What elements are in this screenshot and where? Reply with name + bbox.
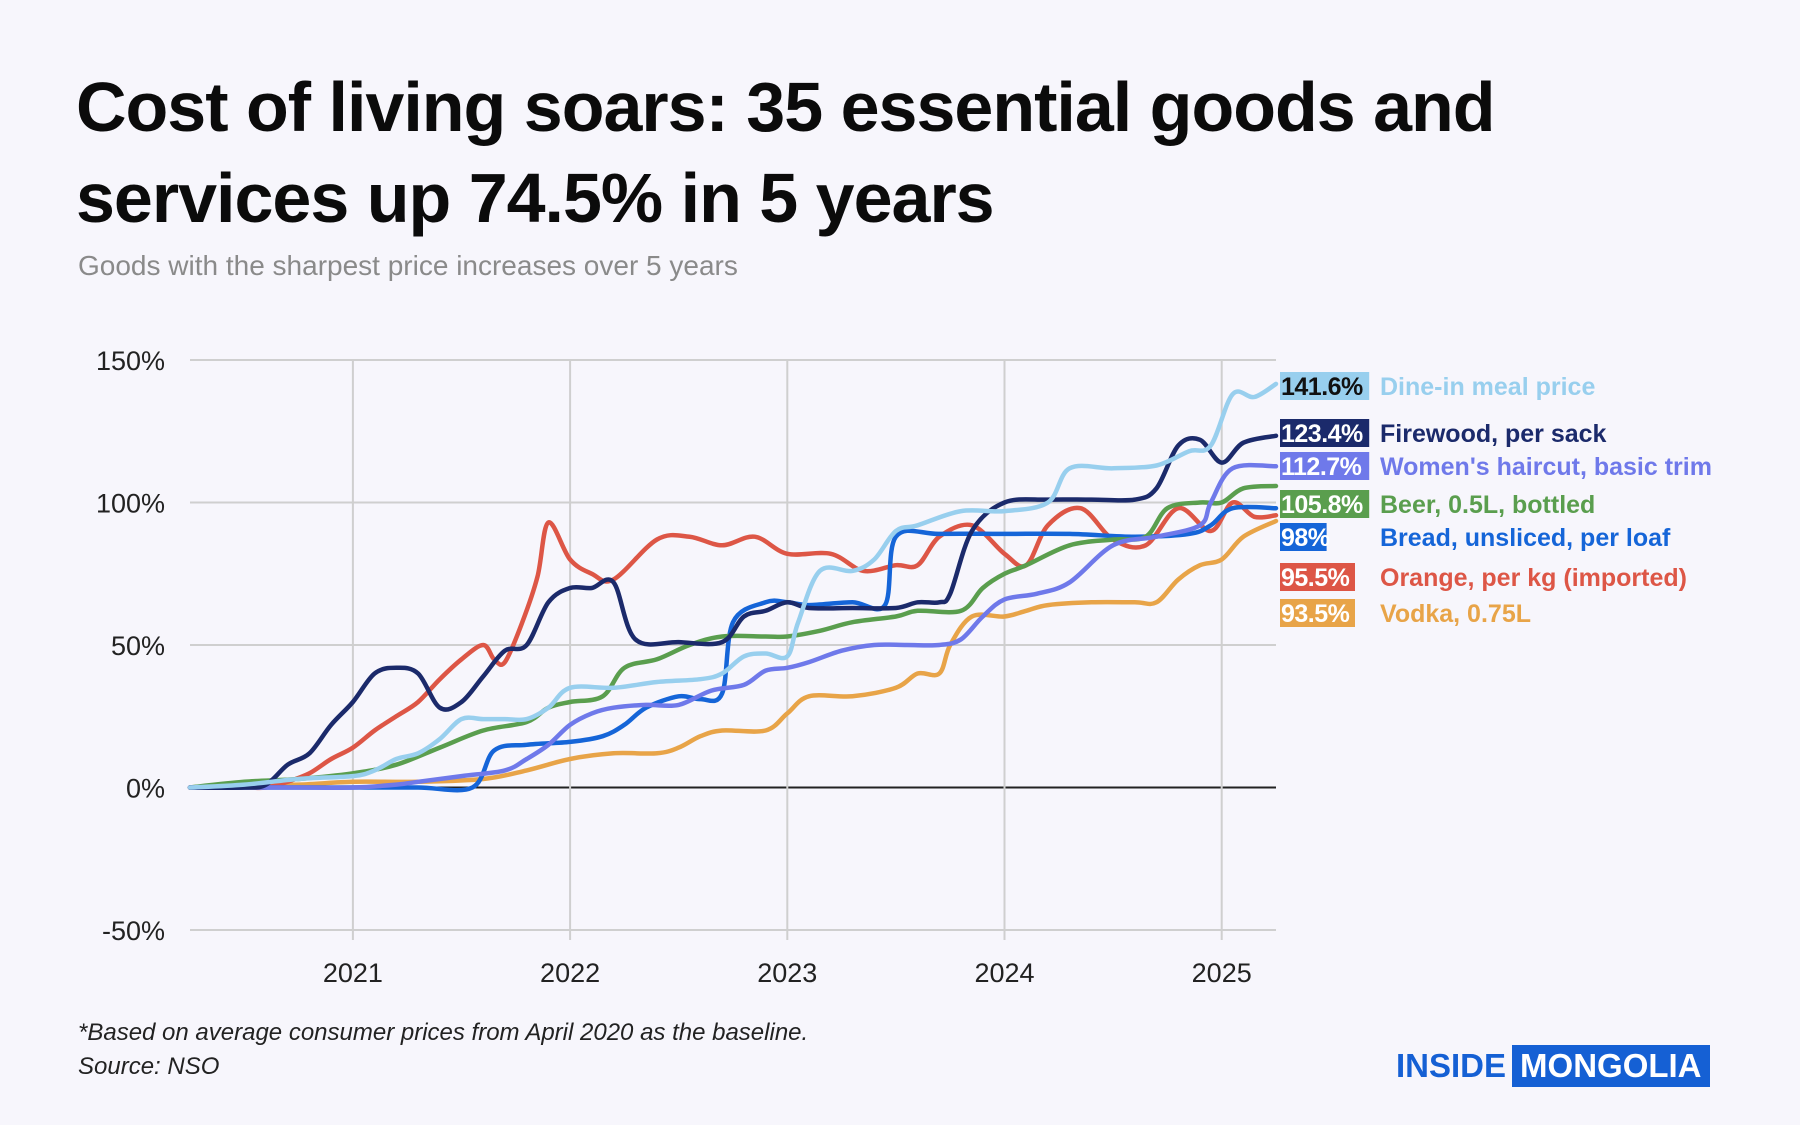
value-badge-women-s-haircut-basic-trim	[1280, 452, 1370, 480]
series-line-bread-unsliced-per-loaf	[187, 504, 1279, 793]
series-line-women-s-haircut-basic-trim	[187, 462, 1279, 790]
y-tick-label: 0%	[126, 774, 165, 804]
series-name-vodka-0-75l: Vodka, 0.75L	[1380, 600, 1531, 628]
series-line-firewood-per-sack	[187, 433, 1279, 790]
x-tick-label: 2022	[540, 958, 600, 988]
series-name-women-s-haircut-basic-trim: Women's haircut, basic trim	[1380, 453, 1712, 481]
baseline-note: *Based on average consumer prices from A…	[78, 1019, 809, 1046]
value-badge-vodka-0-75l	[1280, 599, 1355, 627]
y-tick-label: 150%	[96, 346, 165, 376]
logo-inside: INSIDE	[1396, 1047, 1507, 1084]
value-label-dine-in-meal-price: 141.6%	[1281, 373, 1363, 401]
series-line-vodka-0-75l	[187, 518, 1279, 790]
value-label-beer-0-5l-bottled: 105.8%	[1281, 491, 1363, 519]
series-line-orange-per-kg-imported	[187, 500, 1279, 791]
series-name-beer-0-5l-bottled: Beer, 0.5L, bottled	[1380, 491, 1595, 519]
value-badge-beer-0-5l-bottled	[1280, 490, 1370, 518]
y-tick-label: -50%	[102, 916, 165, 946]
value-badge-firewood-per-sack	[1280, 419, 1370, 447]
source-note: Source: NSO	[78, 1053, 220, 1080]
footnote: *Based on average consumer prices from A…	[78, 1016, 808, 1084]
y-tick-label: 50%	[111, 631, 165, 661]
value-label-women-s-haircut-basic-trim: 112.7%	[1281, 453, 1362, 481]
value-label-vodka-0-75l: 93.5%	[1281, 600, 1350, 628]
value-badge-bread-unsliced-per-loaf	[1280, 523, 1327, 551]
x-tick-label: 2024	[974, 958, 1034, 988]
x-tick-label: 2021	[323, 958, 383, 988]
value-label-orange-per-kg-imported: 95.5%	[1281, 564, 1350, 592]
series-name-dine-in-meal-price: Dine-in meal price	[1380, 373, 1595, 401]
x-tick-label: 2025	[1192, 958, 1252, 988]
value-label-firewood-per-sack: 123.4%	[1281, 420, 1363, 448]
series-name-bread-unsliced-per-loaf: Bread, unsliced, per loaf	[1380, 524, 1671, 552]
series-name-orange-per-kg-imported: Orange, per kg (imported)	[1380, 564, 1687, 592]
chart-subtitle: Goods with the sharpest price increases …	[78, 250, 738, 281]
x-tick-label: 2023	[757, 958, 817, 988]
value-label-bread-unsliced-per-loaf: 98%	[1281, 524, 1330, 552]
y-tick-label: 100%	[96, 489, 165, 519]
value-badge-orange-per-kg-imported	[1280, 563, 1355, 591]
chart-title: Cost of living soars: 35 essential goods…	[76, 68, 1496, 237]
logo: INSIDE MONGOLIA	[1396, 1045, 1710, 1087]
series-name-firewood-per-sack: Firewood, per sack	[1380, 420, 1607, 448]
series-line-dine-in-meal-price	[187, 381, 1279, 790]
value-badge-dine-in-meal-price	[1280, 372, 1370, 400]
logo-mongolia: MONGOLIA	[1512, 1045, 1710, 1087]
